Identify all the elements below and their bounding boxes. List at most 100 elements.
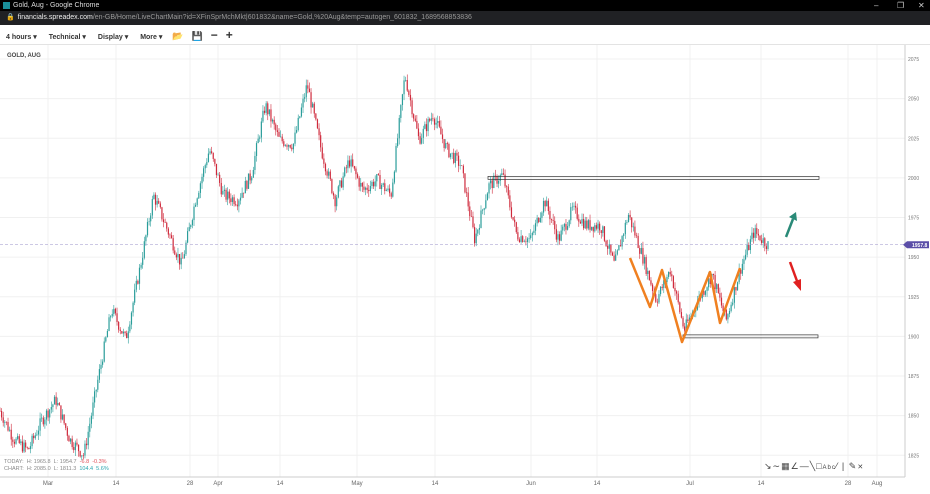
candle-body [576, 207, 578, 219]
candle-body [494, 175, 497, 177]
candle-body [79, 451, 81, 457]
candle-body [347, 160, 349, 169]
candle-body [619, 245, 622, 247]
display-dropdown[interactable]: Display ▾ [97, 34, 129, 41]
candle-body [102, 361, 104, 365]
app-logo-icon [3, 2, 10, 9]
candle-body [597, 223, 599, 229]
price-chart[interactable]: 2075 2050 2025 2000 1975 1950 1925 1900 1875 1850… [0, 45, 930, 494]
candle-body [676, 291, 678, 294]
candle-body [499, 175, 501, 181]
candle-body [225, 189, 227, 200]
candle-body [552, 220, 554, 221]
candle-body [312, 103, 314, 108]
candle-body [669, 271, 671, 275]
zoom-in-icon[interactable]: + [225, 28, 233, 42]
candle-body [344, 167, 346, 177]
candle-body [603, 226, 606, 241]
line-tool-icon[interactable]: ⁄ [835, 461, 839, 471]
horizontal-line-icon[interactable]: — [799, 461, 810, 471]
candle-body [379, 174, 381, 189]
clear-drawings-icon[interactable]: ✕ [857, 464, 865, 471]
candle-body [422, 128, 424, 138]
candle-body [764, 238, 766, 247]
save-icon[interactable]: 💾 [191, 31, 203, 41]
candle-body [291, 147, 293, 150]
candle-body [297, 117, 299, 130]
close-icon[interactable]: ✕ [918, 1, 925, 10]
open-folder-icon[interactable]: 📂 [172, 31, 184, 41]
curve-tool-icon[interactable]: ∼ [772, 461, 782, 471]
pointer-tool-icon[interactable]: ↘ [764, 461, 773, 471]
candle-body [639, 248, 641, 254]
candle-body [331, 179, 333, 194]
candle-body [336, 197, 338, 207]
candle-body [100, 364, 102, 370]
candle-body [89, 423, 91, 432]
more-dropdown[interactable]: More ▾ [140, 34, 163, 41]
address-bar[interactable]: 🔒 financials.spreadex.com/en-GB/Home/Live… [0, 11, 930, 25]
candle-body [405, 80, 407, 81]
candle-body [634, 226, 636, 236]
candle-body [522, 236, 524, 242]
candle-body [323, 158, 325, 164]
fan-tool-icon[interactable]: ∠ [790, 461, 800, 471]
trend-line-icon[interactable]: ╲ [809, 461, 817, 471]
technical-dropdown[interactable]: Technical ▾ [48, 34, 86, 41]
chart-change-pct: 5.6% [96, 465, 109, 472]
candle-body [421, 137, 423, 144]
candle-body [65, 423, 67, 428]
text-tool-icon[interactable]: Abc [822, 465, 836, 471]
candle-body [50, 407, 52, 410]
candle-body [361, 182, 363, 187]
candle-body [725, 309, 727, 320]
candle-body [93, 391, 96, 403]
today-change-pct: -0.3% [92, 459, 107, 465]
candle-body [743, 259, 745, 264]
candle-body [642, 248, 644, 264]
candle-body [557, 234, 559, 240]
lock-icon: 🔒 [6, 14, 15, 21]
restore-icon[interactable]: ❐ [897, 1, 905, 10]
candle-body [600, 230, 602, 234]
fibonacci-tool-icon[interactable]: ▦ [781, 461, 791, 471]
candle-body [547, 200, 549, 211]
candle-body [616, 250, 618, 255]
interval-dropdown[interactable]: 4 hours ▾ [6, 34, 37, 41]
candle-body [334, 195, 336, 207]
candle-body [672, 276, 675, 288]
candle-body [624, 222, 626, 235]
candle-body [728, 310, 731, 315]
candle-body [85, 443, 88, 446]
candle-body [246, 180, 248, 189]
candle-body [284, 145, 286, 146]
candle-body [645, 257, 647, 274]
today-label: TODAY: [4, 459, 24, 465]
candle-body [719, 293, 721, 298]
candle-body [406, 80, 408, 91]
candle-body [18, 436, 20, 443]
candle-body [544, 200, 546, 207]
candle-body [215, 163, 218, 176]
minimize-icon[interactable]: – [874, 1, 879, 10]
candle-body [233, 197, 235, 205]
candle-body [127, 331, 129, 339]
candle-body [281, 136, 283, 142]
pencil-icon[interactable]: ✎ [848, 461, 858, 471]
candle-body [113, 308, 115, 314]
candle-body [464, 173, 466, 193]
candle-body [733, 287, 735, 303]
candle-body [659, 286, 662, 295]
x-tick-label: Aug [872, 481, 883, 487]
zoom-out-icon[interactable]: − [210, 28, 218, 42]
vertical-line-icon[interactable]: | [841, 461, 846, 471]
x-tick-label: 28 [187, 481, 194, 487]
candle-body [270, 109, 272, 122]
candle-body [137, 280, 139, 284]
candle-body [685, 319, 687, 331]
candle-body [183, 254, 185, 259]
candle-body [326, 171, 328, 176]
rectangle-tool-icon[interactable]: □ [816, 461, 823, 471]
candle-body [395, 145, 397, 172]
candle-body [363, 186, 365, 190]
